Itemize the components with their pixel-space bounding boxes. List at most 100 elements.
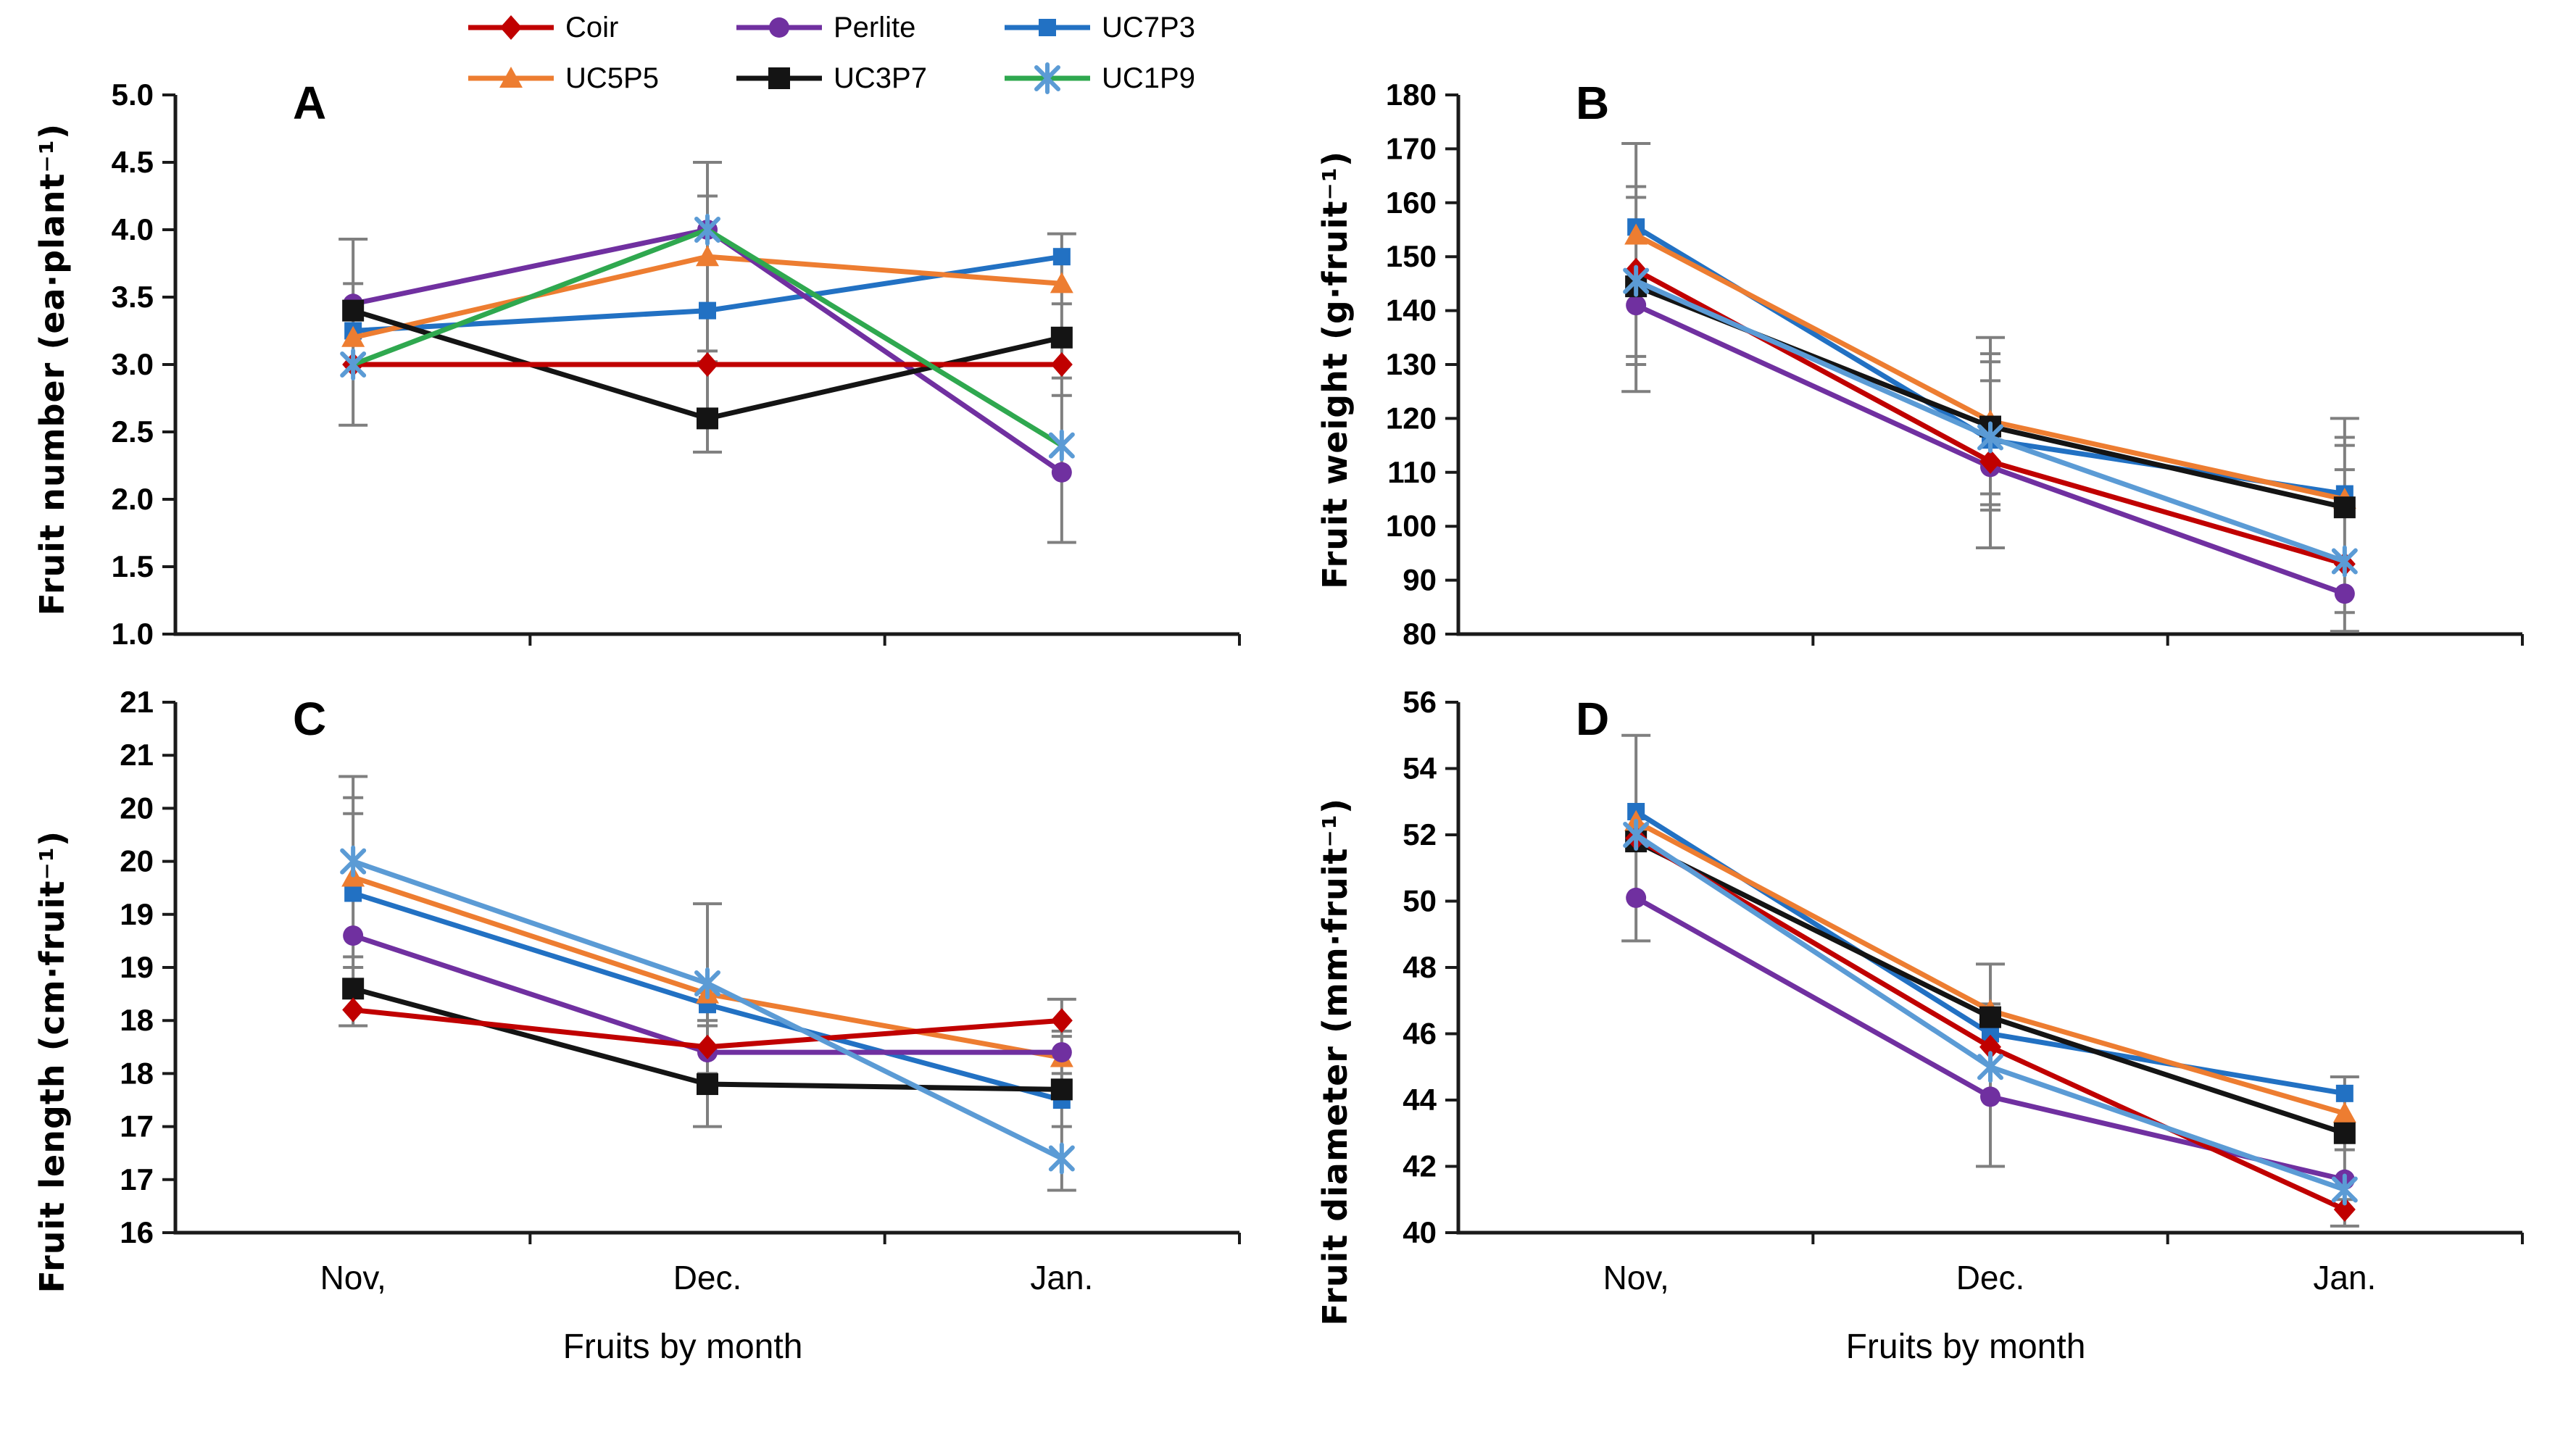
marker-UC1P9-dec xyxy=(694,214,720,246)
y-tick-label: 3.5 xyxy=(112,280,154,314)
marker-Perlite-dec xyxy=(1980,1086,2000,1107)
legend-symbol-UC1P9 xyxy=(1005,62,1090,94)
legend-label-UC1P9: UC1P9 xyxy=(1102,62,1195,94)
legend-item-UC3P7: UC3P7 xyxy=(732,58,1000,99)
legend-row: UC5P5 UC3P7 UC1P9 xyxy=(464,58,1334,99)
marker-UC1P9-jan xyxy=(2331,1173,2358,1206)
series-Coir xyxy=(1625,825,2356,1222)
marker-Perlite-nov xyxy=(343,925,364,946)
y-axis-title-B: Fruit weight (g·fruit⁻¹) xyxy=(1316,150,1355,589)
marker-Coir-dec xyxy=(697,352,718,377)
legend-item-UC1P9: UC1P9 xyxy=(1000,58,1268,99)
x-axis-title-C: Fruits by month xyxy=(562,1328,803,1366)
marker-UC1P9-nov xyxy=(1623,265,1650,297)
y-tick-label: 54 xyxy=(1403,751,1437,786)
y-tick-label: 18 xyxy=(120,1056,154,1090)
y-tick-label: 17 xyxy=(120,1109,154,1144)
y-tick-label: 21 xyxy=(120,738,154,772)
legend-marker-Coir xyxy=(500,15,522,40)
marker-UC3P7-nov xyxy=(342,299,365,322)
marker-Coir-jan xyxy=(2333,1196,2356,1222)
series-UC1P9 xyxy=(340,845,1075,1175)
legend-marker-Perlite xyxy=(769,17,789,38)
marker-UC3P7-jan xyxy=(1050,326,1073,349)
marker-Perlite-nov xyxy=(1626,887,1647,908)
panel-letter-A: A xyxy=(293,77,327,129)
panel-D: Fruit diameter (mm·fruit⁻¹) D 56 54 52 50 48… xyxy=(1305,685,2566,1438)
y-tick-label: 100 xyxy=(1386,509,1437,543)
legend-row: Coir Perlite UC7P3 xyxy=(464,7,1334,48)
y-tick-label: 1.5 xyxy=(112,549,154,583)
y-tick-label: 16 xyxy=(120,1215,154,1249)
series-UC1P9 xyxy=(340,214,1075,462)
series-UC1P9 xyxy=(1623,265,2358,578)
legend-symbol-UC5P5 xyxy=(468,67,554,88)
marker-UC3P7-jan xyxy=(1050,1078,1073,1101)
series-UC1P9 xyxy=(1623,819,2358,1206)
y-tick-label: 46 xyxy=(1403,1017,1437,1051)
series-Coir xyxy=(342,997,1073,1059)
marker-UC5P5-jan xyxy=(2332,1102,2356,1123)
x-category-label: Dec. xyxy=(673,1259,742,1296)
legend-symbol-Coir xyxy=(468,15,554,40)
y-tick-label: 21 xyxy=(120,685,154,719)
series-UC5P5 xyxy=(341,245,1073,347)
panel-letter-C: C xyxy=(293,693,327,745)
y-axis-title-A: Fruit number (ea·plant⁻¹) xyxy=(33,123,72,616)
y-tick-label: 160 xyxy=(1386,186,1437,220)
y-tick-label: 110 xyxy=(1387,455,1437,489)
marker-Perlite-jan xyxy=(1051,462,1072,483)
y-tick-label: 1.0 xyxy=(112,617,154,651)
y-tick-label: 50 xyxy=(1403,884,1437,918)
marker-Coir-dec xyxy=(697,1034,718,1059)
marker-UC7P3-nov xyxy=(344,884,362,902)
plot-A: 5.0 4.5 4.0 3.5 3.0 2.5 2.0 1.5 1.0 xyxy=(112,78,1241,651)
y-axis-title-D: Fruit diameter (mm·fruit⁻¹) xyxy=(1316,797,1355,1326)
legend-marker-UC3P7 xyxy=(768,67,790,89)
legend-item-UC5P5: UC5P5 xyxy=(464,58,732,99)
marker-UC1P9-jan xyxy=(2331,545,2358,578)
legend-symbol-Perlite xyxy=(736,17,822,38)
y-tick-label: 4.5 xyxy=(112,145,154,179)
marker-UC1P9-jan xyxy=(1048,429,1075,462)
marker-UC1P9-jan xyxy=(1048,1142,1075,1175)
marker-UC5P5-nov xyxy=(1624,223,1648,245)
y-tick-label: 56 xyxy=(1403,685,1437,719)
y-tick-label: 140 xyxy=(1386,293,1437,328)
marker-Coir-nov xyxy=(342,997,365,1023)
marker-UC1P9-nov xyxy=(1623,819,1650,851)
plot-D: 56 54 52 50 48 46 44 42 40 Nov, Dec. Jan. xyxy=(1403,685,2524,1296)
y-tick-label: 5.0 xyxy=(112,78,154,112)
legend-marker-UC5P5 xyxy=(499,67,523,88)
marker-UC3P7-dec xyxy=(697,407,718,430)
marker-Coir-dec xyxy=(1979,1034,2001,1059)
legend-label-UC7P3: UC7P3 xyxy=(1102,11,1195,43)
legend-label-Coir: Coir xyxy=(565,11,619,43)
y-tick-label: 180 xyxy=(1386,78,1437,112)
marker-UC1P9-dec xyxy=(1977,1051,2003,1083)
marker-UC1P9-dec xyxy=(1977,421,2003,454)
legend-marker-UC1P9 xyxy=(1034,62,1060,94)
y-axis-title-C: Fruit length (cm·fruit⁻¹) xyxy=(33,830,72,1294)
marker-UC3P7-dec xyxy=(1979,1006,2001,1028)
y-tick-label: 3.0 xyxy=(112,347,154,381)
y-tick-label: 40 xyxy=(1403,1215,1437,1249)
marker-Perlite-nov xyxy=(1626,295,1647,316)
plot-B: 180 170 160 150 140 130 120 110 100 90 80 xyxy=(1386,78,2524,651)
panel-B: Fruit weight (g·fruit⁻¹) B 180 170 160 150 1… xyxy=(1305,54,2566,685)
y-tick-label: 4.0 xyxy=(112,212,154,246)
y-tick-label: 170 xyxy=(1386,131,1437,165)
x-category-label: Nov, xyxy=(320,1259,386,1296)
legend-label-Perlite: Perlite xyxy=(834,11,916,43)
x-category-label: Jan. xyxy=(1030,1259,1093,1296)
y-tick-label: 42 xyxy=(1403,1149,1437,1183)
legend-symbol-UC7P3 xyxy=(1005,19,1090,36)
y-tick-label: 19 xyxy=(120,897,154,931)
legend-label-UC5P5: UC5P5 xyxy=(565,62,659,94)
legend-item-Perlite: Perlite xyxy=(732,7,1000,48)
x-category-label: Jan. xyxy=(2313,1259,2376,1296)
y-tick-label: 130 xyxy=(1386,347,1437,381)
marker-UC7P3-jan xyxy=(1052,248,1071,266)
marker-Coir-dec xyxy=(1979,449,2001,474)
